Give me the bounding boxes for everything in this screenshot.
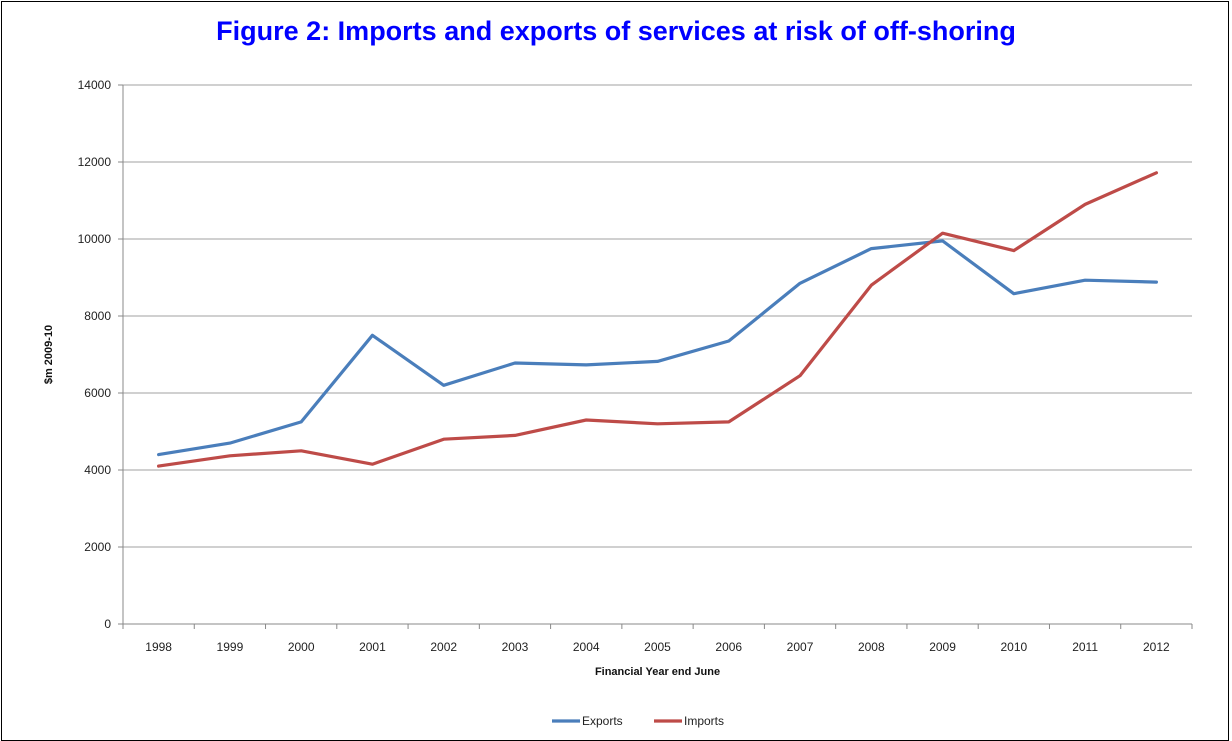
y-tick-label: 6000 [84, 386, 111, 400]
x-tick-label: 2008 [858, 640, 885, 654]
x-tick-labels: 1998 1999 2000 2001 2002 2003 2004 2005 2006 2007… [145, 640, 1170, 654]
legend: Exports Imports [552, 714, 724, 728]
y-axis-title: $m 2009-10 [43, 325, 55, 384]
x-tick-label: 2010 [1000, 640, 1027, 654]
x-tick-label: 2005 [644, 640, 671, 654]
x-tick-label: 1998 [145, 640, 172, 654]
x-tick-label: 2009 [929, 640, 956, 654]
x-axis-title: Financial Year end June [595, 666, 720, 678]
x-tick-label: 2011 [1072, 640, 1098, 654]
x-tick-label: 2002 [430, 640, 457, 654]
y-tick-label: 2000 [84, 540, 111, 554]
x-tick-label: 2003 [502, 640, 529, 654]
legend-label-imports: Imports [684, 714, 724, 728]
y-tick-label: 8000 [84, 309, 111, 323]
x-tick-label: 2007 [787, 640, 814, 654]
x-tick-label: 2000 [288, 640, 315, 654]
series-line-imports [159, 173, 1157, 466]
y-tick-label: 12000 [78, 155, 112, 169]
x-tick-label: 2006 [715, 640, 742, 654]
series-lines [159, 173, 1157, 467]
y-tick-labels: 0 2000 4000 6000 8000 10000 12000 14000 [78, 78, 112, 631]
x-tick-label: 1999 [217, 640, 244, 654]
y-tick-label: 0 [104, 617, 111, 631]
legend-label-exports: Exports [582, 714, 623, 728]
y-tick-label: 4000 [84, 463, 111, 477]
y-tick-label: 10000 [78, 232, 112, 246]
x-tick-label: 2001 [359, 640, 386, 654]
x-tick-label: 2004 [573, 640, 600, 654]
x-tick-label: 2012 [1143, 640, 1170, 654]
y-tick-label: 14000 [78, 78, 112, 92]
gridlines [123, 85, 1192, 547]
